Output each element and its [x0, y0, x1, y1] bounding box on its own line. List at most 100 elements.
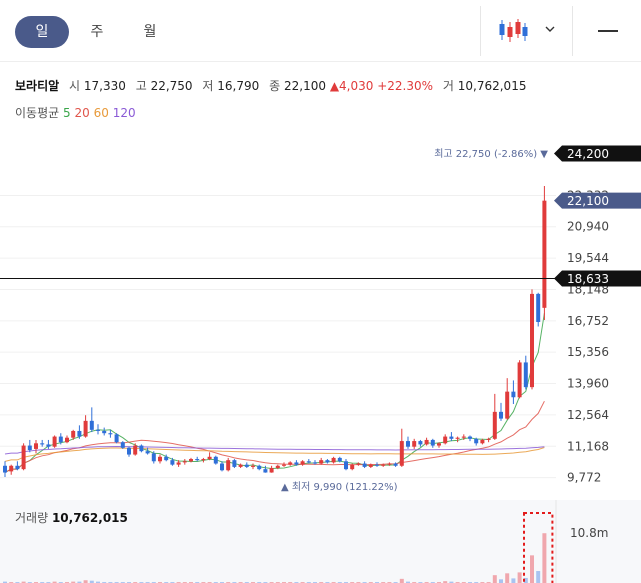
- candle-body: [437, 443, 441, 446]
- volume-bar: [511, 578, 516, 583]
- max-price-annotation: 최고 22,750 (-2.86%) ▼: [434, 148, 548, 160]
- candle-body: [542, 200, 547, 308]
- candle-body: [176, 462, 181, 465]
- candle-body: [536, 293, 541, 322]
- candle-body: [27, 445, 32, 451]
- candle-body: [406, 441, 410, 447]
- min-price-annotation: ▲ 최저 9,990 (121.22%): [281, 481, 398, 493]
- open-label: 시: [69, 79, 81, 93]
- candle-body: [257, 465, 262, 470]
- chart-toolbar: 일 주 월: [0, 0, 641, 62]
- volume-bar: [3, 581, 7, 583]
- candlestick-chart-icon[interactable]: [496, 18, 528, 44]
- candle-body: [58, 436, 63, 443]
- volume-panel-title: 거래량: [15, 511, 49, 525]
- candle-body: [52, 436, 57, 447]
- candle-body: [145, 451, 150, 454]
- volume-panel-value: 10,762,015: [51, 511, 128, 525]
- volume-value: 10,762,015: [457, 79, 527, 93]
- volume-label: 거: [442, 79, 454, 93]
- ma-120: 120: [112, 106, 136, 120]
- price-tag: 24,200: [554, 145, 641, 162]
- stock-name: 보라티알: [15, 79, 60, 93]
- tab-monthly[interactable]: 월: [143, 24, 157, 40]
- candle-body: [201, 459, 206, 461]
- candle-body: [461, 436, 466, 438]
- candle-body: [207, 456, 212, 460]
- price-tag-bg: [554, 270, 641, 287]
- candle-body: [375, 464, 379, 466]
- volume-bar: [492, 575, 497, 583]
- candle-body: [96, 429, 100, 431]
- candle-body: [362, 463, 367, 467]
- candle-body: [387, 463, 392, 465]
- candle-body: [412, 441, 417, 447]
- price-tag: 22,100: [554, 192, 641, 209]
- high-value: 22,750: [150, 79, 193, 93]
- ma-label: 이동평균: [15, 106, 60, 120]
- volume-bar: [449, 581, 454, 583]
- tab-daily[interactable]: 일: [15, 16, 69, 48]
- candle-body: [275, 465, 280, 469]
- y-tick-label: 12,564: [567, 408, 609, 422]
- candle-body: [158, 456, 162, 462]
- candle-body: [331, 457, 336, 463]
- volume-tick-label: 10.8m: [570, 526, 608, 540]
- candle-body: [424, 439, 429, 445]
- tab-weekly[interactable]: 주: [90, 24, 104, 40]
- candle-body: [449, 436, 454, 439]
- candle-body: [40, 443, 45, 445]
- candle-body: [530, 293, 534, 388]
- low-value: 16,790: [217, 79, 260, 93]
- candle-body: [523, 362, 528, 388]
- toolbar-divider: [572, 6, 573, 56]
- candle-body: [83, 420, 88, 437]
- candle-body: [77, 430, 82, 437]
- volume-panel-bg: [0, 500, 641, 583]
- price-tag-label: 18,633: [567, 272, 609, 286]
- price-summary: 보라티알 시 17,330 고 22,750 저 16,790 종 22,100…: [15, 77, 526, 94]
- low-label: 저: [202, 79, 214, 93]
- candle-body: [492, 411, 497, 439]
- candle-body: [34, 443, 38, 449]
- volume-bar: [517, 572, 522, 583]
- candle-body: [356, 463, 361, 465]
- candle-body: [213, 456, 218, 464]
- candle-body: [21, 445, 26, 470]
- candle-body: [120, 442, 125, 448]
- candle-body: [114, 434, 119, 443]
- candle-body: [269, 468, 274, 473]
- candle-body: [3, 465, 7, 473]
- candle-body: [486, 438, 491, 440]
- y-tick-label: 20,940: [567, 220, 609, 234]
- volume-bar: [77, 581, 82, 583]
- candle-body: [282, 464, 286, 466]
- candle-body: [151, 453, 156, 462]
- candle-body: [164, 456, 169, 461]
- volume-bar: [536, 571, 541, 583]
- volume-bar: [443, 581, 448, 583]
- candle-body: [288, 462, 293, 465]
- volume-bar: [83, 580, 88, 583]
- y-tick-label: 9,772: [567, 471, 601, 485]
- candle-body: [139, 445, 144, 452]
- volume-bar: [399, 578, 404, 583]
- candle-body: [480, 439, 485, 444]
- candle-body: [195, 459, 200, 461]
- minus-icon[interactable]: [598, 30, 618, 32]
- candle-body: [505, 391, 510, 419]
- candle-body: [393, 463, 398, 466]
- change-up-icon: ▲: [329, 79, 340, 93]
- volume-highlight-box: [523, 512, 554, 583]
- candle-body: [9, 465, 14, 472]
- candle-body: [294, 462, 299, 465]
- ma-line-5: [4, 313, 545, 473]
- y-tick-label: 16,752: [567, 314, 609, 328]
- chevron-down-icon[interactable]: [545, 22, 555, 36]
- price-tag: 18,633: [554, 270, 641, 287]
- candle-body: [251, 465, 255, 467]
- volume-bar: [21, 581, 26, 583]
- candle-body: [300, 461, 305, 465]
- candle-body: [108, 433, 113, 435]
